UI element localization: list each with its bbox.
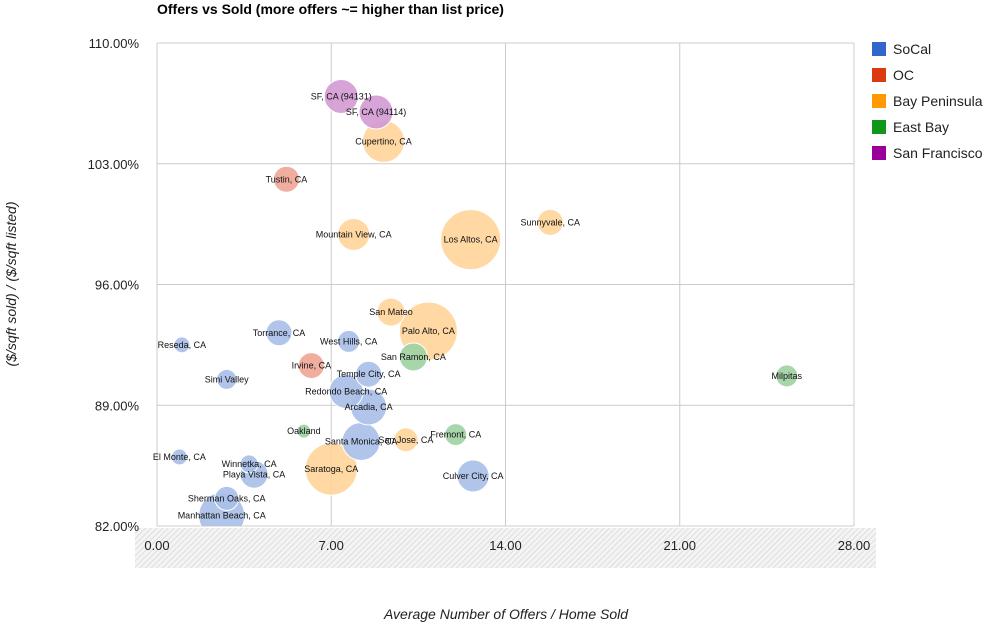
bubble-label: Fremont, CA bbox=[430, 430, 481, 440]
legend-swatch bbox=[872, 120, 886, 134]
bubble-label: Redondo Beach, CA bbox=[305, 386, 387, 396]
bubble-label: Simi Valley bbox=[205, 374, 249, 384]
y-tick-label: 89.00% bbox=[95, 398, 140, 413]
bubble[interactable] bbox=[337, 217, 371, 251]
bubble-label: Manhattan Beach, CA bbox=[178, 511, 266, 521]
bubble-label: Sunnyvale, CA bbox=[521, 217, 581, 227]
bubble-label: El Monte, CA bbox=[153, 452, 206, 462]
bubble[interactable] bbox=[297, 352, 325, 380]
bubble[interactable] bbox=[456, 459, 490, 493]
bubble[interactable] bbox=[398, 342, 428, 372]
y-tick-label: 110.00% bbox=[89, 36, 140, 51]
x-axis-hatch-band bbox=[135, 528, 876, 568]
bubble[interactable] bbox=[239, 454, 259, 474]
bubble[interactable] bbox=[337, 329, 361, 353]
bubble-label: Tustin, CA bbox=[266, 174, 308, 184]
y-tick-label: 96.00% bbox=[95, 278, 140, 293]
bubble-label: San Ramon, CA bbox=[381, 352, 446, 362]
grid bbox=[156, 42, 855, 527]
bubble[interactable] bbox=[170, 448, 188, 466]
bubble[interactable] bbox=[272, 165, 300, 193]
bubble-label: Santa Monica, CA bbox=[325, 436, 398, 446]
bubble-label: Sherman Oaks, CA bbox=[188, 493, 266, 503]
bubble[interactable] bbox=[444, 423, 468, 447]
bubble[interactable] bbox=[265, 319, 293, 347]
x-tick-label: 7.00 bbox=[319, 538, 344, 553]
bubble[interactable] bbox=[775, 364, 799, 388]
bubbles bbox=[170, 78, 799, 526]
bubble[interactable] bbox=[376, 297, 406, 327]
legend-label: SoCal bbox=[893, 41, 931, 57]
bubble-label: Mountain View, CA bbox=[316, 229, 392, 239]
bubble-labels: Reseda, CA Simi Valley Torrance, CA West Hi… bbox=[153, 91, 803, 520]
y-tick-label: 82.00% bbox=[95, 519, 140, 534]
legend: SoCal OC Bay Peninsula East Bay San Francisc… bbox=[872, 41, 983, 161]
y-axis-ticks: 82.00% 89.00% 96.00% 103.00% 110.00% bbox=[88, 36, 140, 534]
legend-swatch bbox=[872, 94, 886, 108]
bubble[interactable] bbox=[173, 336, 191, 354]
bubble-label: Los Altos, CA bbox=[444, 235, 498, 245]
bubble[interactable] bbox=[323, 78, 359, 114]
legend-swatch bbox=[872, 146, 886, 160]
bubble[interactable] bbox=[304, 442, 358, 496]
x-tick-label: 28.00 bbox=[838, 538, 871, 553]
y-axis-title: ($/sqft sold) / ($/sqft listed) bbox=[3, 202, 19, 367]
legend-swatch bbox=[872, 68, 886, 82]
bubble-label: Palo Alto, CA bbox=[402, 326, 455, 336]
bubble-label: Oakland bbox=[287, 426, 321, 436]
y-tick-label: 103.00% bbox=[88, 157, 140, 172]
legend-label: OC bbox=[893, 67, 914, 83]
chart-title: Offers vs Sold (more offers ~= higher th… bbox=[157, 1, 504, 17]
bubble-label: Playa Vista, CA bbox=[223, 469, 285, 479]
x-tick-label: 21.00 bbox=[663, 538, 696, 553]
bubble-label: Torrance, CA bbox=[253, 328, 306, 338]
bubble-label: Temple City, CA bbox=[337, 369, 401, 379]
bubble-label: West Hills, CA bbox=[320, 336, 377, 346]
bubble-label: Arcadia, CA bbox=[345, 402, 393, 412]
legend-label: East Bay bbox=[893, 119, 949, 135]
bubble[interactable] bbox=[216, 368, 238, 390]
x-axis-title: Average Number of Offers / Home Sold bbox=[383, 606, 629, 622]
legend-label: Bay Peninsula bbox=[893, 93, 983, 109]
bubble-label: Saratoga, CA bbox=[304, 464, 358, 474]
bubble-label: SF, CA (94131) bbox=[311, 91, 372, 101]
legend-swatch bbox=[872, 42, 886, 56]
bubble-label: San Jose, CA bbox=[378, 435, 433, 445]
bubble[interactable] bbox=[355, 360, 383, 388]
bubble-label: Milpitas bbox=[772, 371, 803, 381]
bubble[interactable] bbox=[536, 208, 564, 236]
bubble-label: Irvine, CA bbox=[292, 361, 332, 371]
legend-label: San Francisco bbox=[893, 145, 983, 161]
bubble-label: Reseda, CA bbox=[158, 340, 207, 350]
bubble-label: Culver City, CA bbox=[443, 471, 504, 481]
x-tick-label: 14.00 bbox=[489, 538, 522, 553]
bubble-label: SF, CA (94114) bbox=[346, 107, 406, 117]
bubble[interactable] bbox=[358, 94, 394, 130]
bubble[interactable] bbox=[440, 209, 502, 271]
bubble[interactable] bbox=[328, 373, 364, 409]
bubble-label: Winnetka, CA bbox=[222, 459, 277, 469]
bubble-label: San Mateo bbox=[369, 307, 413, 317]
x-axis-ticks: 0.00 7.00 14.00 21.00 28.00 bbox=[144, 538, 870, 553]
x-tick-label: 0.00 bbox=[144, 538, 169, 553]
bubble[interactable] bbox=[393, 427, 419, 453]
bubble[interactable] bbox=[296, 423, 312, 439]
bubble-label: Cupertino, CA bbox=[355, 136, 412, 146]
bubble[interactable] bbox=[214, 485, 240, 511]
